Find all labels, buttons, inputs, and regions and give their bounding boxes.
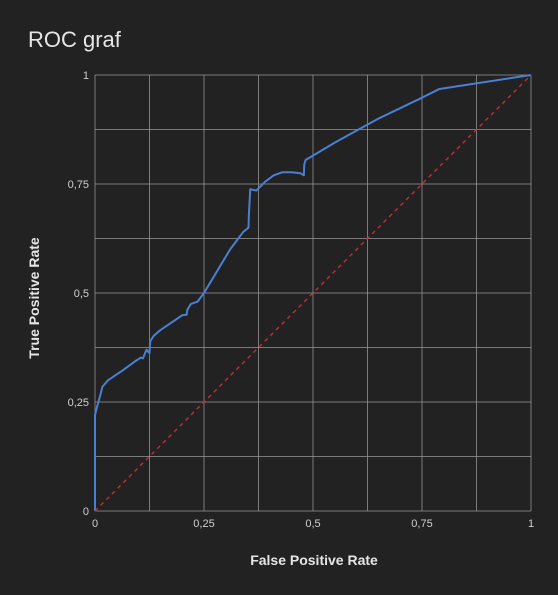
x-tick-label: 0,5 <box>305 518 320 530</box>
y-tick-label: 0,75 <box>68 179 89 191</box>
y-axis-title: True Positive Rate <box>26 237 42 359</box>
roc-curve <box>94 74 532 511</box>
series-layer <box>94 74 532 512</box>
y-tick-label: 1 <box>83 70 89 82</box>
x-tick-label: 1 <box>528 518 534 530</box>
grid-lines <box>94 74 532 512</box>
x-tick-label: 0 <box>92 518 98 530</box>
random-classifier-diagonal <box>94 74 532 512</box>
x-axis-title: False Positive Rate <box>250 552 378 568</box>
x-tick-label: 0,75 <box>411 518 432 530</box>
y-tick-label: 0,5 <box>74 288 89 300</box>
x-tick-label: 0,25 <box>193 518 214 530</box>
y-tick-label: 0,25 <box>68 397 89 409</box>
tick-labels: 0 0,25 0,5 0,75 1 0 0,25 0,5 0,75 1 <box>68 70 534 530</box>
y-tick-label: 0 <box>83 506 89 518</box>
chart-title: ROC graf <box>28 27 122 52</box>
